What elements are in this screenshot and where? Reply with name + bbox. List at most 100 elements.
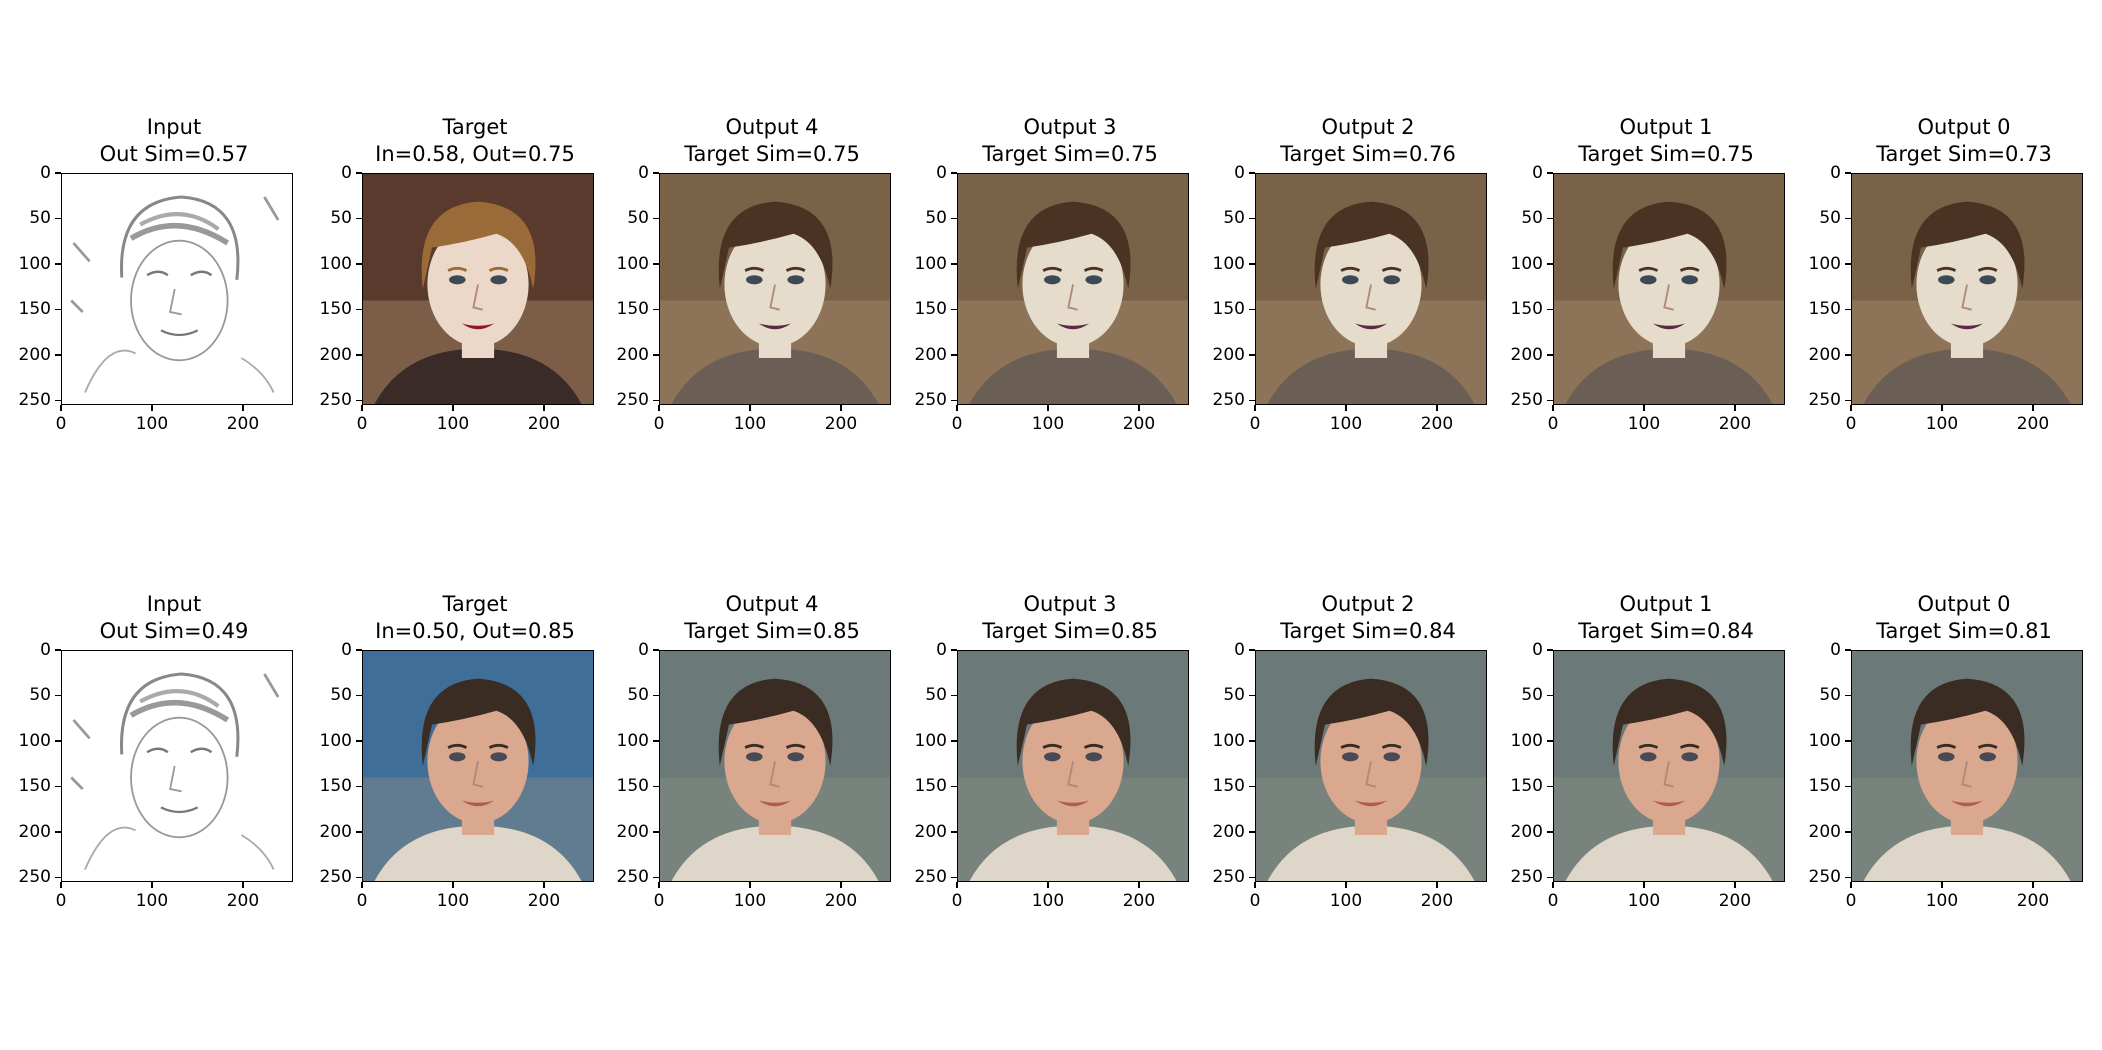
output-image <box>1255 650 1487 882</box>
y-tick-label: 150 <box>914 776 947 797</box>
y-tick-mark <box>356 740 362 742</box>
x-tick-label: 100 <box>1925 414 1959 434</box>
y-tick-label: 250 <box>319 390 352 411</box>
panel-row0-output-2: Output 4 Target Sim=0.75 0 50 100 150 200 250 0 1… <box>617 115 891 433</box>
panel-title: Output 2 <box>1321 115 1415 139</box>
y-tick-label: 100 <box>18 730 51 751</box>
y-tick-mark <box>1845 831 1851 833</box>
y-tick-mark <box>356 649 362 651</box>
y-tick-mark <box>1845 308 1851 311</box>
x-tick-label: 0 <box>55 414 67 434</box>
x-tick-label: 100 <box>733 414 767 434</box>
output-image <box>1851 650 2083 882</box>
face-image <box>62 651 292 881</box>
y-tick-label: 250 <box>1510 390 1543 411</box>
y-tick-label: 200 <box>616 821 649 842</box>
panel-row1-output-2: Output 4 Target Sim=0.85 0 50 100 150 200 250 0 1… <box>617 592 891 910</box>
y-tick-mark <box>1547 217 1553 220</box>
output-image <box>1553 173 1785 405</box>
y-tick-mark <box>951 831 957 833</box>
x-tick-label: 100 <box>1925 891 1959 911</box>
x-tick-mark <box>151 405 153 411</box>
x-tick-label: 0 <box>356 891 368 911</box>
y-tick-mark <box>356 876 362 879</box>
y-tick-label: 100 <box>18 253 51 274</box>
y-tick-label: 0 <box>1830 163 1841 183</box>
panel-row0-output-4: Output 2 Target Sim=0.76 0 50 100 150 200 250 0 1… <box>1213 115 1487 433</box>
y-tick-mark <box>1547 172 1553 174</box>
face-image <box>660 651 890 881</box>
x-tick-label: 0 <box>951 891 963 911</box>
panel-title: Output 2 <box>1321 592 1415 616</box>
y-tick-label: 100 <box>1808 253 1841 274</box>
x-tick-mark <box>1734 405 1736 411</box>
x-tick-mark <box>1345 882 1347 888</box>
x-tick-mark <box>1254 882 1256 888</box>
y-tick-label: 150 <box>1808 299 1841 320</box>
y-tick-mark <box>1547 876 1553 879</box>
panel-row0-output-6: Output 0 Target Sim=0.73 0 50 100 150 200 250 0 1… <box>1809 115 2083 433</box>
y-tick-label: 50 <box>330 208 352 229</box>
y-tick-label: 50 <box>1819 208 1841 229</box>
y-tick-label: 100 <box>1808 730 1841 751</box>
y-tick-label: 0 <box>1532 163 1543 183</box>
output-image <box>957 650 1189 882</box>
face-image <box>660 174 890 404</box>
x-tick-label: 200 <box>226 891 260 911</box>
x-tick-mark <box>2032 882 2034 888</box>
y-tick-mark <box>1845 740 1851 742</box>
y-tick-mark <box>1249 649 1255 651</box>
output-image <box>1553 650 1785 882</box>
x-tick-label: 100 <box>1627 414 1661 434</box>
y-tick-label: 100 <box>319 730 352 751</box>
y-tick-mark <box>1547 354 1553 356</box>
y-tick-label: 150 <box>1808 776 1841 797</box>
y-tick-mark <box>1845 354 1851 356</box>
y-tick-label: 50 <box>1521 208 1543 229</box>
panel-subtitle: Target Sim=0.85 <box>684 619 860 643</box>
y-tick-mark <box>951 876 957 879</box>
x-tick-label: 0 <box>55 891 67 911</box>
y-tick-mark <box>1249 876 1255 879</box>
x-tick-label: 0 <box>1547 414 1559 434</box>
face-image <box>1852 174 2082 404</box>
x-tick-mark <box>452 405 454 411</box>
y-tick-mark <box>951 785 957 788</box>
y-tick-mark <box>653 354 659 356</box>
panel-title: Output 3 <box>1023 115 1117 139</box>
y-tick-label: 0 <box>1830 640 1841 660</box>
x-tick-label: 200 <box>1718 414 1752 434</box>
y-tick-mark <box>356 785 362 788</box>
y-tick-mark <box>356 354 362 356</box>
panel-subtitle: In=0.58, Out=0.75 <box>375 142 575 166</box>
y-tick-label: 50 <box>627 685 649 706</box>
y-tick-label: 0 <box>341 640 352 660</box>
sketch-image <box>61 650 293 882</box>
x-tick-mark <box>840 405 842 411</box>
x-tick-mark <box>1436 405 1438 411</box>
x-tick-label: 100 <box>733 891 767 911</box>
panel-title: Output 4 <box>725 115 819 139</box>
y-tick-label: 100 <box>319 253 352 274</box>
y-tick-label: 0 <box>638 163 649 183</box>
y-tick-label: 100 <box>1510 253 1543 274</box>
y-tick-label: 150 <box>1510 299 1543 320</box>
panel-row0-output-3: Output 3 Target Sim=0.75 0 50 100 150 200 250 0 1… <box>915 115 1189 433</box>
x-tick-mark <box>956 882 958 888</box>
x-tick-mark <box>452 882 454 888</box>
face-image <box>1852 651 2082 881</box>
y-tick-mark <box>653 263 659 265</box>
y-tick-mark <box>653 172 659 174</box>
y-tick-mark <box>1249 172 1255 174</box>
x-tick-mark <box>1643 405 1645 411</box>
y-tick-mark <box>1547 263 1553 265</box>
panel-title: Input <box>146 592 202 616</box>
y-tick-label: 150 <box>1212 776 1245 797</box>
y-tick-mark <box>1845 399 1851 402</box>
y-tick-label: 250 <box>319 867 352 888</box>
y-tick-label: 50 <box>330 685 352 706</box>
x-tick-mark <box>361 882 363 888</box>
x-tick-mark <box>1643 882 1645 888</box>
x-tick-label: 100 <box>436 891 470 911</box>
y-tick-label: 200 <box>914 344 947 365</box>
